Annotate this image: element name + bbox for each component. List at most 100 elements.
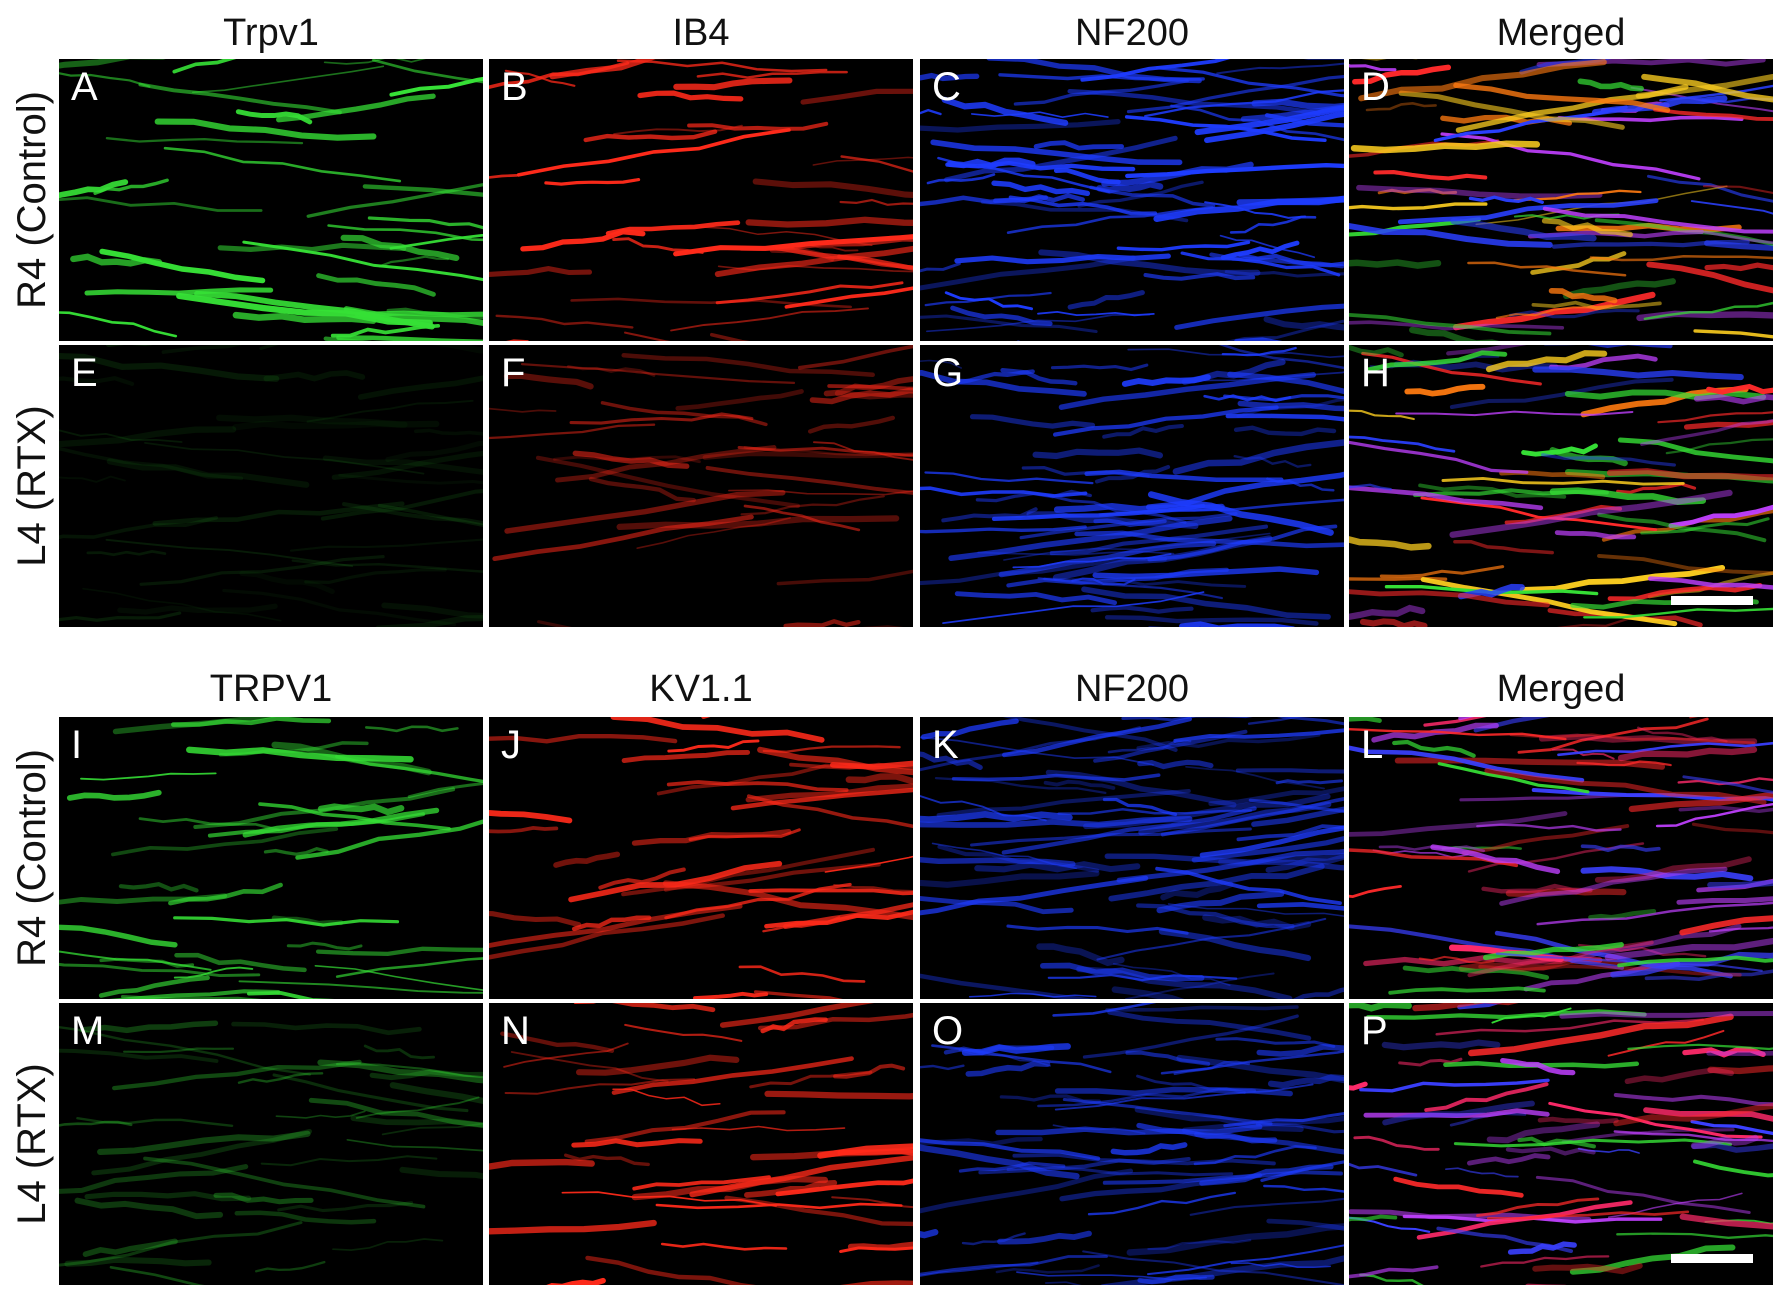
fiber xyxy=(1349,745,1585,783)
fiber xyxy=(99,248,266,284)
fiber xyxy=(1441,845,1522,850)
row-label: R4 (Control) xyxy=(10,749,54,967)
fiber xyxy=(930,139,1183,166)
fiber xyxy=(1179,621,1295,627)
fiber xyxy=(920,736,1154,766)
fiber xyxy=(1393,1176,1524,1198)
fiber xyxy=(378,255,450,268)
fiber xyxy=(1002,717,1192,758)
fiber xyxy=(111,827,339,857)
fiber xyxy=(1704,240,1773,251)
fiber xyxy=(750,1146,913,1161)
fiber xyxy=(1158,928,1312,962)
fiber xyxy=(1349,222,1553,248)
fiber xyxy=(489,174,518,179)
fiber xyxy=(1420,577,1678,627)
fiber xyxy=(59,311,178,338)
fiber xyxy=(800,88,913,105)
fiber xyxy=(1382,1100,1535,1126)
fiber xyxy=(944,135,1178,183)
fiber xyxy=(1237,252,1344,268)
fiber xyxy=(1102,797,1178,817)
fiber xyxy=(1693,1159,1773,1178)
fiber xyxy=(109,1265,205,1285)
fiber xyxy=(624,1023,743,1042)
fiber xyxy=(1082,1014,1299,1059)
scale-bar xyxy=(1671,1254,1753,1263)
fiber xyxy=(616,515,900,530)
fiber xyxy=(1102,424,1184,439)
fiber xyxy=(1349,728,1567,741)
fiber xyxy=(1113,963,1231,987)
column-title: Trpv1 xyxy=(223,12,319,54)
fiber xyxy=(760,1017,828,1034)
fiber xyxy=(942,591,1205,624)
fiber xyxy=(1173,728,1344,743)
fiber xyxy=(954,253,1171,265)
fiber xyxy=(1641,73,1773,103)
micrograph xyxy=(920,717,1344,999)
panel-letter: M xyxy=(71,1009,105,1053)
fiber xyxy=(1424,1082,1549,1112)
fiber xyxy=(286,941,363,951)
fiber xyxy=(1116,849,1344,883)
fiber xyxy=(335,957,483,978)
fiber xyxy=(1532,1262,1643,1275)
fiber xyxy=(1220,240,1300,260)
fiber xyxy=(1541,453,1676,467)
fiber xyxy=(174,952,307,973)
fiber xyxy=(958,1161,1066,1173)
fiber xyxy=(346,1138,483,1152)
fiber xyxy=(997,1230,1092,1245)
fiber xyxy=(1577,78,1644,92)
fiber xyxy=(1067,290,1145,310)
fiber xyxy=(1381,1039,1501,1051)
fiber xyxy=(1093,518,1167,528)
fiber xyxy=(99,957,195,968)
fiber xyxy=(1067,89,1321,116)
fiber xyxy=(1147,1244,1344,1276)
fiber xyxy=(1136,733,1321,750)
fiber xyxy=(783,902,913,930)
panel-letter: G xyxy=(932,351,964,395)
fiber xyxy=(943,1044,1055,1055)
fiber xyxy=(237,1072,324,1084)
fiber xyxy=(568,860,783,903)
fiber xyxy=(845,773,913,785)
fiber xyxy=(1653,107,1773,121)
fiber xyxy=(839,198,913,206)
fiber xyxy=(1440,132,1701,181)
fiber xyxy=(492,514,754,562)
fiber xyxy=(1349,885,1402,899)
fiber xyxy=(612,237,704,254)
fiber xyxy=(84,1191,252,1202)
fiber xyxy=(784,345,913,347)
fiber xyxy=(1265,853,1344,873)
fiber xyxy=(1047,973,1238,982)
fiber xyxy=(1126,1223,1344,1256)
fiber xyxy=(920,314,1098,334)
fiber xyxy=(1349,536,1432,551)
fiber xyxy=(748,888,913,896)
fiber xyxy=(1176,1054,1344,1084)
fiber xyxy=(1682,1047,1766,1058)
fiber xyxy=(304,568,447,585)
fiber xyxy=(549,59,673,80)
fiber xyxy=(1640,418,1773,446)
fiber xyxy=(660,1242,788,1251)
fiber xyxy=(1418,955,1495,964)
fiber xyxy=(1458,717,1475,721)
fiber xyxy=(1613,1093,1773,1107)
fiber xyxy=(381,1122,483,1136)
fiber xyxy=(1349,345,1404,358)
fiber xyxy=(1646,261,1773,294)
fiber xyxy=(1052,535,1273,581)
fiber xyxy=(941,507,1038,523)
fiber xyxy=(567,365,656,377)
fiber xyxy=(1349,312,1552,336)
fiber xyxy=(1402,965,1549,980)
micrograph-panel: N xyxy=(489,1003,913,1285)
fiber xyxy=(1701,97,1773,104)
fiber xyxy=(605,220,741,236)
fiber xyxy=(926,173,996,185)
